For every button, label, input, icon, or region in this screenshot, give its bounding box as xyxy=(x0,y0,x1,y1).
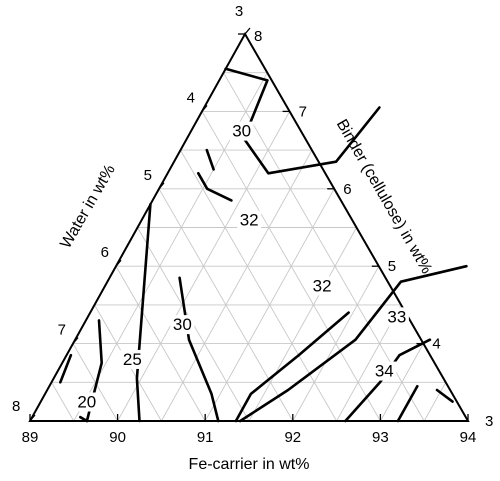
left-tick-label: 8 xyxy=(12,398,20,415)
contour-line-34 xyxy=(396,384,419,423)
grid-line xyxy=(115,265,206,422)
contour-label-bg xyxy=(170,315,195,335)
grid-line xyxy=(180,149,337,422)
left-tick-label: 7 xyxy=(58,322,66,339)
contour-line-30 xyxy=(135,203,152,423)
bottom-tick-label: 93 xyxy=(372,429,389,446)
right-tick-label: 7 xyxy=(299,103,307,120)
contour-line-32 xyxy=(238,264,468,423)
contour-label: 34 xyxy=(375,362,394,381)
bottom-tick-label: 92 xyxy=(284,429,301,446)
grid-line xyxy=(292,265,380,422)
bottom-tick-label: 94 xyxy=(460,429,477,446)
contour-label-bg xyxy=(120,349,145,369)
left-tick xyxy=(115,259,122,267)
grid-line xyxy=(248,227,357,422)
contour-label-bg xyxy=(310,276,335,296)
right-tick-label: 6 xyxy=(343,181,351,198)
left-axis-title: Water in wt% xyxy=(57,162,119,252)
right-tick-label: 3 xyxy=(485,413,493,430)
left-tick-label: 5 xyxy=(144,167,152,184)
grid-line xyxy=(161,149,313,422)
bottom-tick-label: 91 xyxy=(197,429,214,446)
left-tick xyxy=(158,182,165,190)
contour-line-30 xyxy=(178,276,220,423)
bottom-tick-label: 89 xyxy=(22,429,39,446)
right-tick-label: 4 xyxy=(432,336,440,353)
contour-label: 30 xyxy=(232,122,251,141)
tick-marks xyxy=(29,27,469,422)
contour-line-20 xyxy=(58,353,73,384)
grid-line xyxy=(423,382,447,422)
contour-label-bg xyxy=(229,121,254,141)
left-tick-label: 3 xyxy=(235,3,243,20)
contour-label: 33 xyxy=(387,307,406,326)
right-tick-label: 5 xyxy=(388,258,396,275)
contour-label-bg xyxy=(237,210,262,230)
contour-label: 30 xyxy=(173,315,192,334)
grid-line xyxy=(380,343,424,422)
contour-line-32 xyxy=(234,311,350,423)
contour-label: 25 xyxy=(123,350,142,369)
contour-line-32 xyxy=(197,172,233,202)
contour-label-bg xyxy=(74,392,99,412)
contour-line-34 xyxy=(435,388,454,403)
grid-line xyxy=(72,343,118,422)
left-tick-label: 4 xyxy=(187,89,195,106)
contour-label: 32 xyxy=(240,211,259,230)
ternary-frame xyxy=(28,31,470,422)
contour-label: 20 xyxy=(77,393,96,412)
left-tick xyxy=(29,414,36,422)
contour-line-30 xyxy=(224,67,381,175)
bottom-tick-label: 90 xyxy=(109,429,126,446)
left-tick xyxy=(244,27,251,35)
contour-label-bg xyxy=(384,307,409,327)
contour-labels: 20 25 30 30 32 32 33 34 xyxy=(74,121,409,412)
right-tick-label: 8 xyxy=(254,28,262,45)
left-tick-label: 6 xyxy=(101,244,109,261)
grid-line xyxy=(51,382,75,422)
bottom-axis-title: Fe-carrier in wt% xyxy=(189,456,310,473)
left-tick xyxy=(72,337,79,345)
contour-label: 32 xyxy=(313,276,332,295)
contour-line-32 xyxy=(205,148,215,171)
left-tick xyxy=(201,104,208,112)
contour-label-bg xyxy=(372,361,397,381)
